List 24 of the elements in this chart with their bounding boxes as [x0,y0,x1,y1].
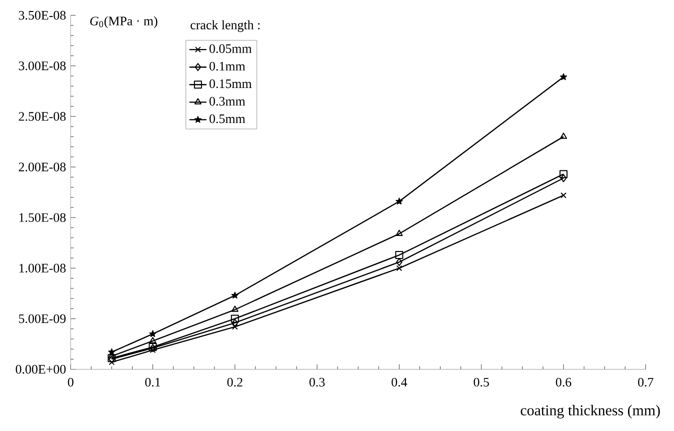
y-tick-label: 3.50E-08 [18,10,66,20]
legend-label: 0.1mm [210,62,246,71]
legend-title: crack length : [190,20,260,32]
y-tick-label: 5.00E-09 [19,314,66,324]
x-tick-label: 0 [68,378,74,387]
y-tick-label: 2.00E-08 [18,162,66,172]
x-tick-label: 0.4 [392,378,408,387]
legend-label: 0.05mm [210,44,252,54]
legend-label: 0.5mm [210,114,246,124]
y-tick-label: 2.50E-08 [18,112,66,121]
y-axis-title: G$_{0}$(MPa · m) [90,16,158,28]
y-tick-label: 0.00E+00 [16,364,66,374]
x-axis-title: coating thickness (mm) [520,404,660,418]
y-tick-label: 1.50E-08 [19,213,66,222]
y-tick-label: 1.00E-08 [19,264,66,273]
y-tick-label: 3.00E-08 [18,61,66,70]
x-tick-label: 0.3 [309,378,325,387]
x-tick-label: 0.1 [145,378,160,387]
legend-label: 0.3mm [210,96,246,106]
x-tick-label: 0.5 [474,378,489,387]
legend-label: 0.15mm [210,79,252,88]
x-tick-label: 0.6 [556,378,572,387]
x-tick-label: 0.7 [638,378,654,387]
x-tick-label: 0.2 [227,378,242,387]
